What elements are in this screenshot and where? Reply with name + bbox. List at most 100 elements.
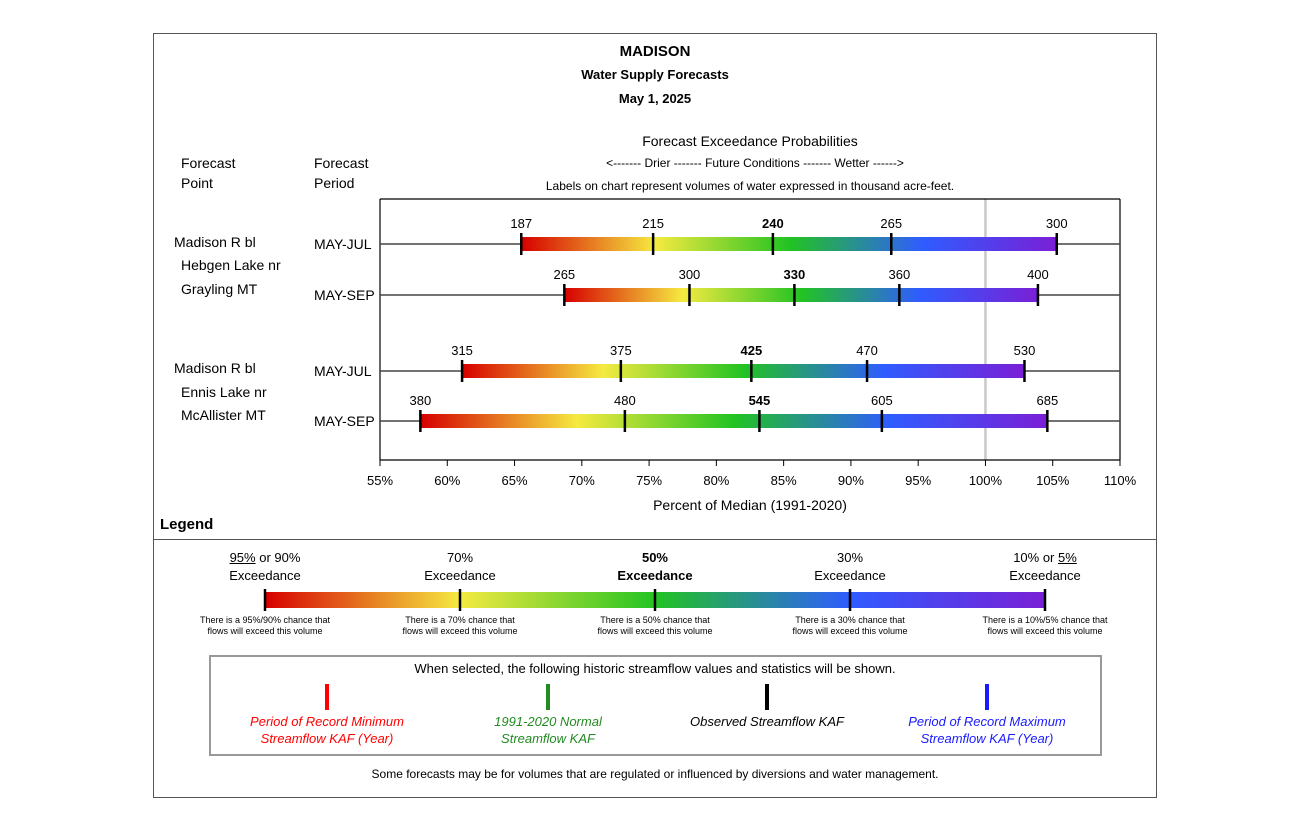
volume-label: 470 xyxy=(856,343,878,358)
x-tick-label: 105% xyxy=(1036,473,1070,488)
legend-note: There is a 70% chance that flows will exc… xyxy=(402,615,517,637)
historic-label: 1991-2020 Normal Streamflow KAF xyxy=(494,713,602,747)
volume-label: 215 xyxy=(642,216,664,231)
chart-date: May 1, 2025 xyxy=(618,91,692,106)
historic-label-line: Period of Record Maximum xyxy=(908,714,1066,729)
volume-label: 300 xyxy=(679,267,701,282)
legend-exceedance-label: 30% Exceedance xyxy=(814,549,886,585)
col-point-header-1: Forecast xyxy=(181,155,236,171)
volume-label: 315 xyxy=(451,343,473,358)
forecast-period-label: MAY-JUL xyxy=(314,236,372,252)
probabilities-title: Forecast Exceedance Probabilities xyxy=(642,133,858,149)
historic-label: Period of Record Minimum Streamflow KAF (… xyxy=(250,713,404,747)
legend-note: There is a 10%/5% chance that flows will … xyxy=(982,615,1107,637)
x-tick-label: 85% xyxy=(771,473,797,488)
legend-exceedance-word: Exceedance xyxy=(229,568,301,583)
legend-exceedance-word: Exceedance xyxy=(814,568,886,583)
historic-box xyxy=(209,655,1102,756)
x-tick-label: 70% xyxy=(569,473,595,488)
legend-note-line: flows will exceed this volume xyxy=(207,626,323,636)
legend-exceedance-label: 70% Exceedance xyxy=(424,549,496,585)
legend-percent-text: 30% xyxy=(836,550,864,565)
labels-note: Labels on chart represent volumes of wat… xyxy=(545,179,955,193)
x-tick-label: 75% xyxy=(636,473,662,488)
legend-note-line: There is a 30% chance that xyxy=(795,615,905,625)
historic-marker-swatch xyxy=(546,684,550,710)
legend-exceedance-label: 95% or 90% Exceedance xyxy=(229,549,301,585)
volume-label: 605 xyxy=(871,393,893,408)
legend-exceedance-label: 10% or 5% Exceedance xyxy=(1009,549,1081,585)
forecast-period-label: MAY-SEP xyxy=(314,413,375,429)
legend-note: There is a 30% chance that flows will exc… xyxy=(792,615,907,637)
legend-percent-text: or 90% xyxy=(255,550,301,565)
x-axis-label: Percent of Median (1991-2020) xyxy=(653,497,847,513)
legend-percent: 50% xyxy=(617,549,692,567)
volume-label: 380 xyxy=(410,393,432,408)
volume-label: 240 xyxy=(762,216,784,231)
legend-percent-text: 70% xyxy=(446,550,474,565)
volume-label: 375 xyxy=(610,343,632,358)
x-tick-label: 90% xyxy=(838,473,864,488)
forecast-point-name: Grayling MT xyxy=(181,281,258,297)
direction-line: <------- Drier ------- Future Conditions… xyxy=(606,156,904,170)
x-tick-label: 65% xyxy=(502,473,528,488)
legend-percent-text: 50% xyxy=(641,550,669,565)
volume-label: 400 xyxy=(1027,267,1049,282)
forecast-point-name: Ennis Lake nr xyxy=(181,384,267,400)
legend-note-line: flows will exceed this volume xyxy=(987,626,1103,636)
exceedance-bar xyxy=(462,364,1025,378)
volume-label: 330 xyxy=(784,267,806,282)
legend-exceedance-label: 50% Exceedance xyxy=(617,549,692,585)
historic-label: Observed Streamflow KAF xyxy=(690,713,844,730)
legend-percent: 10% or 5% xyxy=(1009,549,1081,567)
footer-note: Some forecasts may be for volumes that a… xyxy=(371,767,939,781)
col-point-header-2: Point xyxy=(181,175,213,191)
col-period-header-1: Forecast xyxy=(314,155,369,171)
volume-label: 530 xyxy=(1014,343,1036,358)
legend-divider xyxy=(153,539,1157,540)
legend-percent: 95% or 90% xyxy=(229,549,301,567)
historic-marker-swatch xyxy=(985,684,989,710)
volume-label: 480 xyxy=(614,393,636,408)
historic-label-line: Period of Record Minimum xyxy=(250,714,404,729)
legend-note-line: There is a 70% chance that xyxy=(405,615,515,625)
figure-frame xyxy=(153,33,1157,798)
forecast-point-name: McAllister MT xyxy=(181,407,266,423)
legend-note-line: flows will exceed this volume xyxy=(597,626,713,636)
legend-percent: 70% xyxy=(424,549,496,567)
legend-exceedance-word: Exceedance xyxy=(617,568,693,583)
forecast-point-name: Hebgen Lake nr xyxy=(181,257,281,273)
legend-percent-text: 10% or xyxy=(1013,550,1058,565)
legend-note-line: flows will exceed this volume xyxy=(402,626,518,636)
legend-note-line: flows will exceed this volume xyxy=(792,626,908,636)
historic-marker-swatch xyxy=(765,684,769,710)
legend-note: There is a 95%/90% chance that flows will… xyxy=(200,615,330,637)
volume-label: 300 xyxy=(1046,216,1068,231)
volume-label: 425 xyxy=(740,343,762,358)
legend-title: Legend xyxy=(160,516,214,533)
legend-note: There is a 50% chance that flows will exc… xyxy=(597,615,712,637)
legend-note-line: There is a 50% chance that xyxy=(600,615,710,625)
legend-note-line: There is a 10%/5% chance that xyxy=(982,615,1108,625)
historic-label-line: Observed Streamflow KAF xyxy=(690,714,844,729)
chart-title: MADISON xyxy=(619,43,691,60)
forecast-point-name: Madison R bl xyxy=(174,234,256,250)
x-tick-label: 100% xyxy=(969,473,1003,488)
volume-label: 685 xyxy=(1036,393,1058,408)
legend-percent-underlined: 95% xyxy=(229,550,256,565)
forecast-period-label: MAY-JUL xyxy=(314,363,372,379)
historic-label-line: Streamflow KAF (Year) xyxy=(920,731,1054,746)
legend-gradient-bar xyxy=(263,589,1047,611)
x-tick-label: 55% xyxy=(367,473,393,488)
volume-label: 360 xyxy=(888,267,910,282)
chart-subtitle: Water Supply Forecasts xyxy=(581,67,729,82)
x-tick-label: 95% xyxy=(905,473,931,488)
forecast-chart: 55% 60% 65% 70% 75% 80% 85% 90% 95% 100% 105% 110% P… xyxy=(174,198,1137,513)
historic-label-line: Streamflow KAF xyxy=(501,731,595,746)
historic-label: Period of Record Maximum Streamflow KAF (… xyxy=(908,713,1066,747)
exceedance-bar xyxy=(420,414,1048,428)
x-tick-label: 80% xyxy=(703,473,729,488)
volume-label: 265 xyxy=(553,267,575,282)
x-tick-label: 60% xyxy=(434,473,460,488)
exceedance-bar xyxy=(564,288,1038,302)
